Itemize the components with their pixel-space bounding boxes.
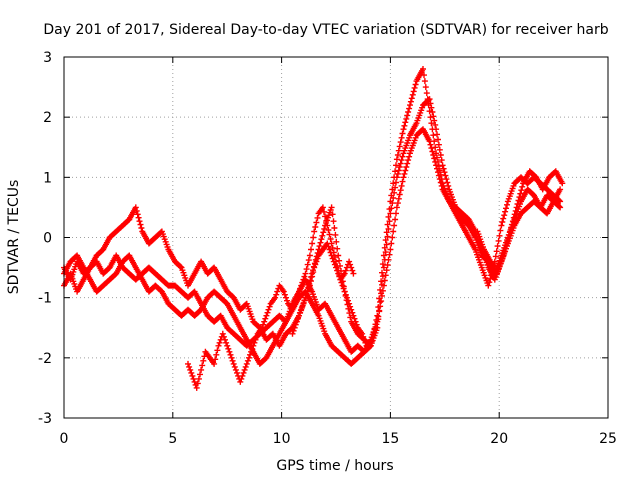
x-tick-label: 10 [273, 431, 291, 447]
x-tick-label: 20 [490, 431, 508, 447]
series-track-d [185, 204, 370, 391]
y-tick-label: -1 [38, 291, 52, 307]
y-tick-label: 0 [43, 231, 52, 247]
y-axis-label: SDTVAR / TECUs [6, 180, 22, 295]
x-tick-label: 15 [381, 431, 399, 447]
y-tick-label: 1 [43, 170, 52, 186]
data-markers-track-d [185, 204, 370, 391]
data-points [61, 66, 566, 391]
y-tick-label: -3 [38, 411, 52, 427]
data-markers-track-e [289, 240, 357, 337]
x-axis-label: GPS time / hours [276, 458, 393, 474]
y-tick-label: -2 [38, 351, 52, 367]
axis-ticks: 0 5 10 15 20 25 -3 -2 -1 0 1 2 3 [38, 50, 617, 447]
series-track-e [289, 240, 357, 337]
chart-title: Day 201 of 2017, Sidereal Day-to-day VTE… [43, 22, 608, 38]
y-tick-label: 3 [43, 50, 52, 66]
data-markers-track-f [474, 168, 566, 277]
x-tick-label: 0 [60, 431, 69, 447]
x-tick-label: 25 [599, 431, 617, 447]
y-tick-label: 2 [43, 110, 52, 126]
x-tick-label: 5 [168, 431, 177, 447]
series-track-f [474, 168, 566, 277]
